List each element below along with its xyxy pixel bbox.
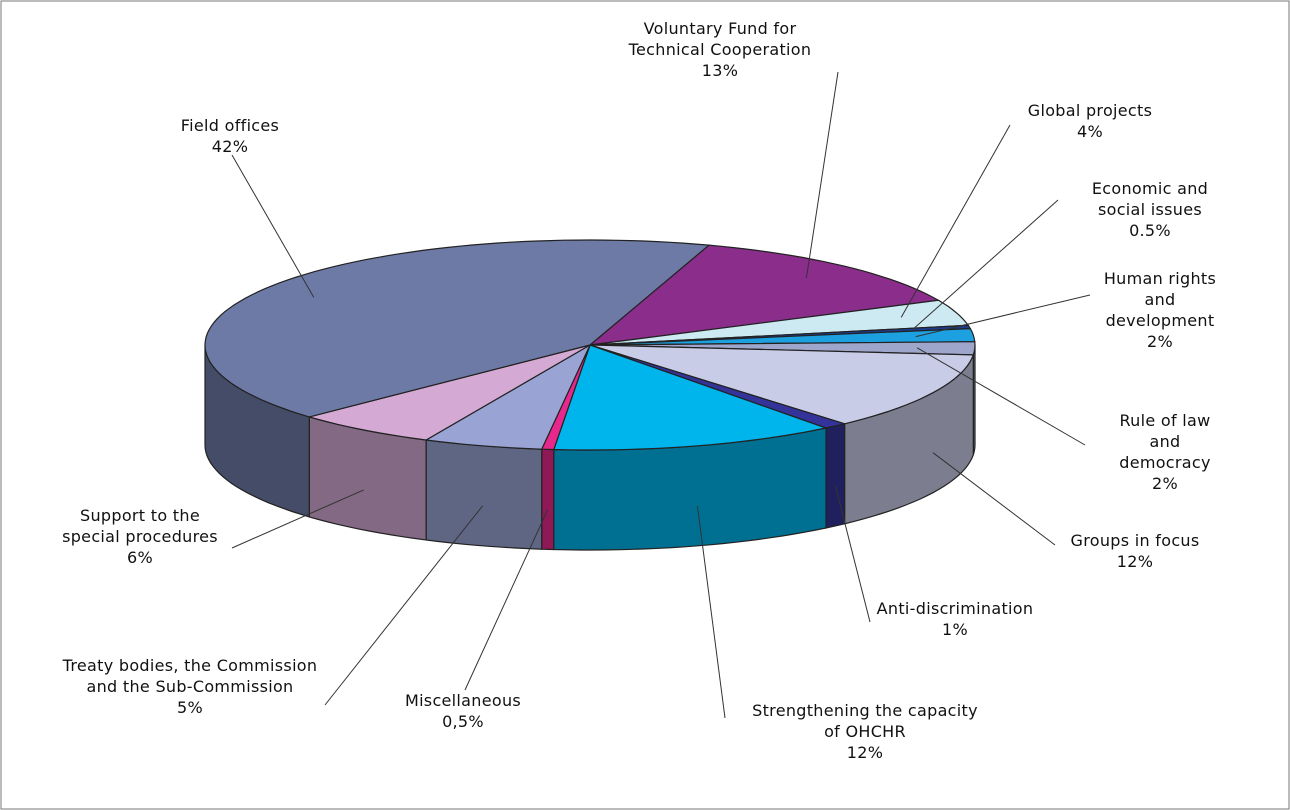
slice-label: Rule of law and democracy 2% xyxy=(1103,410,1228,494)
slice xyxy=(204,239,711,418)
value-label: 6% xyxy=(127,548,153,567)
leader-line xyxy=(915,294,1091,338)
value-label: 0,5% xyxy=(442,712,484,731)
slice xyxy=(552,344,829,451)
slice xyxy=(588,244,941,346)
slice-label: Global projects 4% xyxy=(1028,100,1153,142)
category-label: Global projects xyxy=(1027,101,1153,120)
value-label: 4% xyxy=(1077,122,1103,141)
category-label: Field offices xyxy=(180,116,280,135)
leader-line xyxy=(912,199,1059,331)
leader-line xyxy=(805,71,839,279)
slice-label: Miscellaneous 0,5% xyxy=(405,690,521,732)
category-label: Anti-discrimination xyxy=(876,599,1034,618)
value-label: 1% xyxy=(942,620,968,639)
leader-line xyxy=(324,505,483,706)
slice xyxy=(589,344,975,425)
slice-label: Human rights and development 2% xyxy=(1095,268,1225,352)
value-label: 0.5% xyxy=(1129,221,1171,240)
slice xyxy=(306,344,591,441)
slice-label: Field offices 42% xyxy=(181,115,279,157)
leader-line xyxy=(900,124,1011,318)
slice-label: Support to the special procedures 6% xyxy=(62,505,218,568)
slice xyxy=(589,299,970,346)
value-label: 12% xyxy=(1116,552,1154,571)
leader-line xyxy=(231,489,364,549)
slice-label: Groups in focus 12% xyxy=(1071,530,1200,572)
value-label: 2% xyxy=(1152,474,1178,493)
leader-line xyxy=(834,485,871,623)
slice-label: Strengthening the capacity of OHCHR 12% xyxy=(752,700,978,763)
value-label: 13% xyxy=(701,61,739,80)
slice xyxy=(424,343,592,450)
slice-side xyxy=(425,439,543,550)
category-label: Economic and social issues xyxy=(1091,179,1209,219)
value-label: 2% xyxy=(1147,332,1173,351)
leader-line xyxy=(696,505,726,719)
slice-label: Treaty bodies, the Commission and the Su… xyxy=(63,655,318,718)
category-label: Rule of law and democracy xyxy=(1119,411,1211,472)
category-label: Support to the special procedures xyxy=(62,506,218,546)
category-label: Human rights and development xyxy=(1103,269,1217,330)
leader-line xyxy=(932,452,1056,546)
category-label: Miscellaneous xyxy=(404,691,522,710)
category-label: Strengthening the capacity of OHCHR xyxy=(752,701,978,741)
slice-label: Economic and social issues 0.5% xyxy=(1092,178,1208,241)
category-label: Treaty bodies, the Commission and the Su… xyxy=(62,656,318,696)
slice-side xyxy=(541,448,555,551)
leader-line xyxy=(464,509,549,691)
slice-label: Voluntary Fund for Technical Cooperation… xyxy=(629,18,812,81)
value-label: 42% xyxy=(211,137,249,156)
category-label: Voluntary Fund for Technical Cooperation xyxy=(628,19,812,59)
slice-label: Anti-discrimination 1% xyxy=(877,598,1034,640)
category-label: Groups in focus xyxy=(1070,531,1200,550)
leader-line xyxy=(231,154,315,298)
value-label: 5% xyxy=(177,698,203,717)
value-label: 12% xyxy=(846,743,884,762)
leader-line xyxy=(916,347,1086,446)
